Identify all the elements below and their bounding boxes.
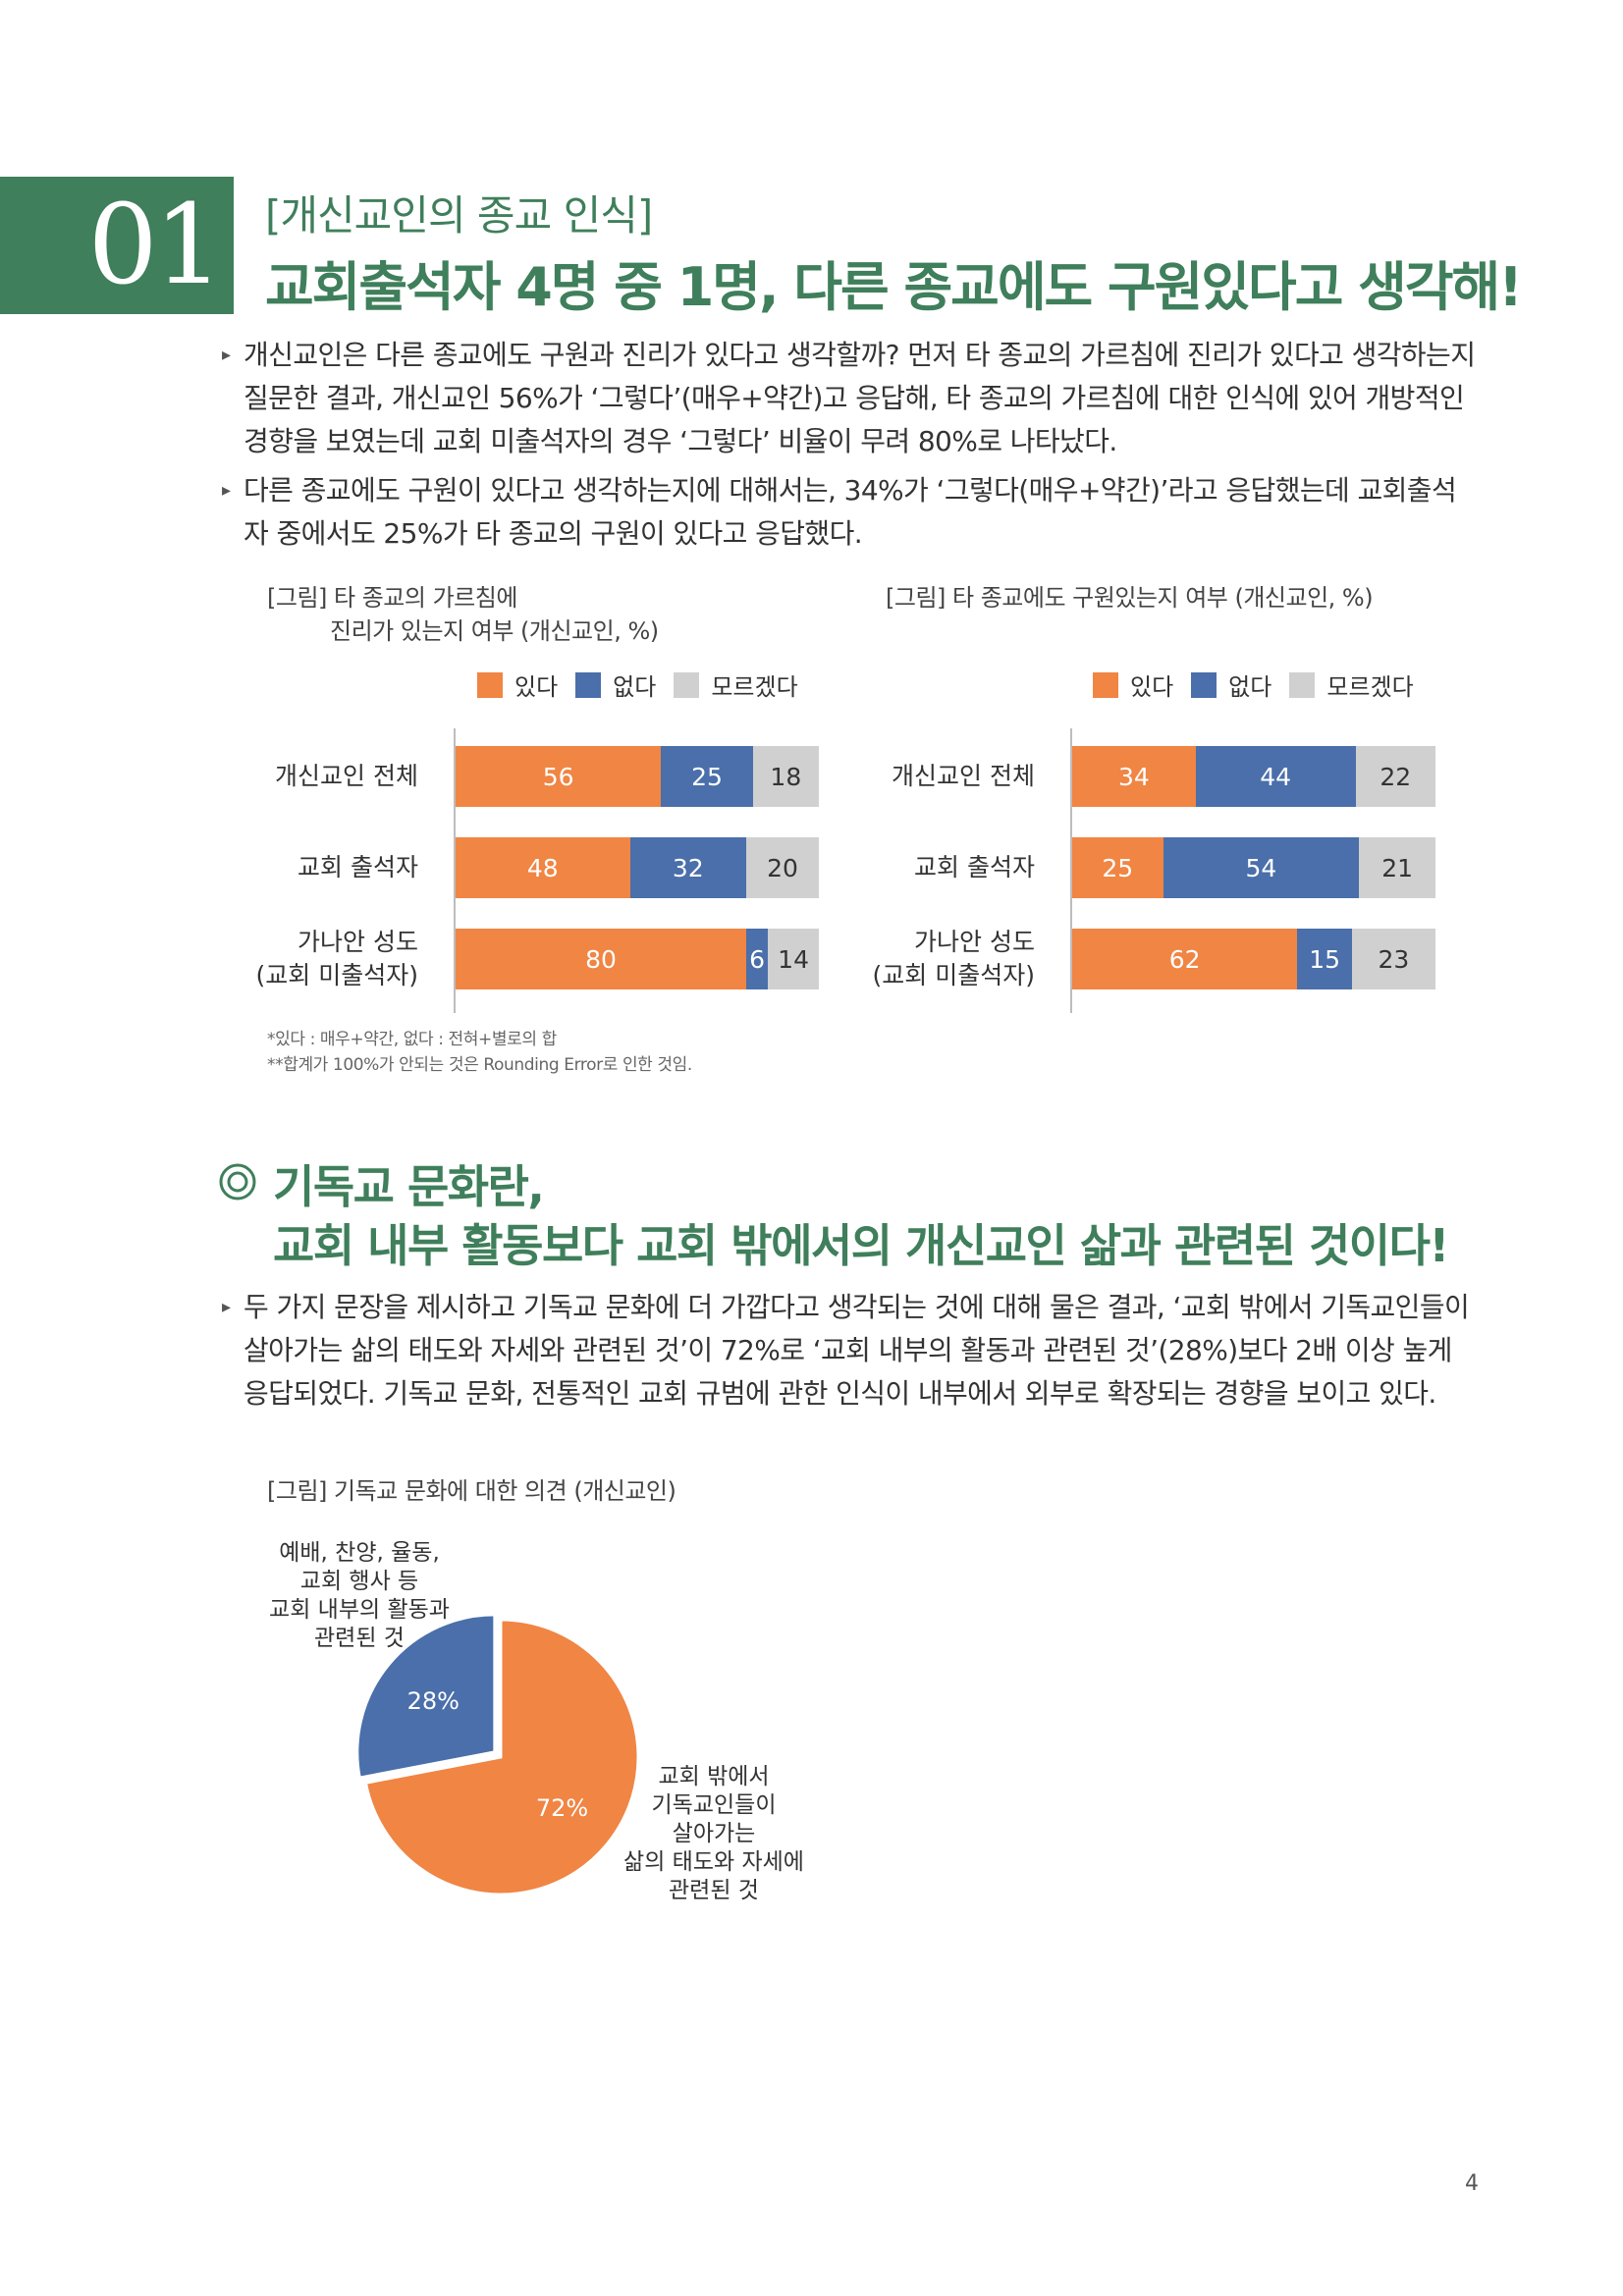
legend-dk: 모르겠다: [1326, 673, 1414, 701]
stacked-bar: 25 54 21: [1072, 837, 1435, 898]
category-label: 가나안 성도 (교회 미출석자): [255, 928, 418, 989]
chart-axis-line: [1070, 728, 1072, 1013]
category-label: 가나안 성도 (교회 미출석자): [872, 928, 1035, 989]
double-circle-icon: [219, 1163, 256, 1201]
bar-segment-no: 32: [629, 837, 746, 898]
paragraph-1: ▸ 개신교인은 다른 종교에도 구원과 진리가 있다고 생각할까? 먼저 타 종…: [222, 334, 1481, 463]
note-2: **합계가 100%가 안되는 것은 Rounding Error로 인한 것임…: [267, 1055, 692, 1075]
legend-swatch-dk: [1289, 671, 1316, 698]
category-label: 개신교인 전체: [892, 762, 1035, 790]
paragraph-3: ▸ 두 가지 문장을 제시하고 기독교 문화에 더 가깝다고 생각되는 것에 대…: [222, 1286, 1481, 1415]
section-number-block: [0, 177, 234, 314]
chart1-caption-line2: 진리가 있는지 여부 (개신교인, %): [330, 617, 659, 645]
bar-segment-yes: 80: [456, 929, 746, 989]
legend-yes: 있다: [1130, 673, 1174, 701]
chart1-caption-line1: [그림] 타 종교의 가르침에: [267, 584, 517, 612]
section-subtitle: [개신교인의 종교 인식]: [265, 191, 653, 240]
pie-slice-inside-church: [355, 1613, 497, 1780]
chart1-legend: 있다 없다 모르겠다: [477, 667, 816, 702]
category-label: 교회 출석자: [914, 853, 1035, 881]
stacked-bar: 34 44 22: [1072, 746, 1435, 807]
bar-segment-dk: 14: [768, 929, 819, 989]
stacked-bar: 56 25 18: [456, 746, 819, 807]
note-1: *있다 : 매우+약간, 없다 : 전혀+별로의 합: [267, 1030, 557, 1049]
paragraph-2: ▸ 다른 종교에도 구원이 있다고 생각하는지에 대해서는, 34%가 ‘그렇다…: [222, 469, 1481, 556]
bar-segment-yes: 62: [1072, 929, 1298, 989]
bar-segment-no: 6: [746, 929, 769, 989]
bullet-icon: ▸: [222, 480, 231, 501]
bar-segment-yes: 48: [456, 837, 630, 898]
bar-segment-dk: 23: [1351, 929, 1435, 989]
legend-swatch-no: [1191, 671, 1217, 698]
bullet-icon: ▸: [222, 345, 231, 365]
chart2-legend: 있다 없다 모르겠다: [1093, 667, 1432, 702]
section2-title-line2: 교회 내부 활동보다 교회 밖에서의 개신교인 삶과 관련된 것이다!: [273, 1219, 1449, 1272]
bullet-icon: ▸: [222, 1297, 231, 1317]
legend-no: 없다: [613, 673, 657, 701]
bar-segment-dk: 20: [745, 837, 819, 898]
section-number: 01: [87, 182, 224, 309]
chart-axis-line: [454, 728, 456, 1013]
pie-label-inside-church: 예배, 찬양, 율동, 교회 행사 등 교회 내부의 활동과 관련된 것: [269, 1540, 450, 1651]
pie-value-label: 72%: [536, 1794, 588, 1822]
pie-chart-christian-culture: 72% 28%: [355, 1613, 640, 1896]
page-number: 4: [1465, 2171, 1479, 2196]
section-title: 교회출석자 4명 중 1명, 다른 종교에도 구원있다고 생각해!: [265, 256, 1523, 318]
bar-segment-dk: 22: [1355, 746, 1435, 807]
bar-segment-no: 44: [1195, 746, 1356, 807]
bar-segment-no: 15: [1297, 929, 1352, 989]
legend-dk: 모르겠다: [711, 673, 798, 701]
stacked-bar: 80 6 14: [456, 929, 819, 989]
chart3-caption: [그림] 기독교 문화에 대한 의견 (개신교인): [267, 1477, 676, 1505]
chart2-caption: [그림] 타 종교에도 구원있는지 여부 (개신교인, %): [886, 584, 1374, 612]
bar-segment-yes: 25: [1072, 837, 1163, 898]
pie-label-outside-church: 교회 밖에서 기독교인들이 살아가는 삶의 태도와 자세에 관련된 것: [623, 1764, 804, 1903]
legend-swatch-no: [575, 671, 602, 698]
legend-swatch-dk: [674, 671, 700, 698]
legend-no: 없다: [1228, 673, 1272, 701]
legend-swatch-yes: [1093, 671, 1118, 698]
bar-segment-no: 54: [1163, 837, 1360, 898]
pie-value-label: 28%: [407, 1687, 460, 1715]
bar-segment-dk: 18: [752, 746, 819, 807]
stacked-bar: 62 15 23: [1072, 929, 1435, 989]
stacked-bar: 48 32 20: [456, 837, 819, 898]
legend-swatch-yes: [477, 671, 503, 698]
category-label: 개신교인 전체: [275, 762, 418, 790]
category-label: 교회 출석자: [298, 853, 418, 881]
bar-segment-dk: 21: [1359, 837, 1435, 898]
pie-slice-outside-church: [363, 1618, 640, 1896]
bar-segment-no: 25: [661, 746, 753, 807]
bar-segment-yes: 56: [456, 746, 662, 807]
section2-title-line1: 기독교 문화란,: [273, 1160, 545, 1213]
bar-segment-yes: 34: [1072, 746, 1196, 807]
legend-yes: 있다: [514, 673, 559, 701]
